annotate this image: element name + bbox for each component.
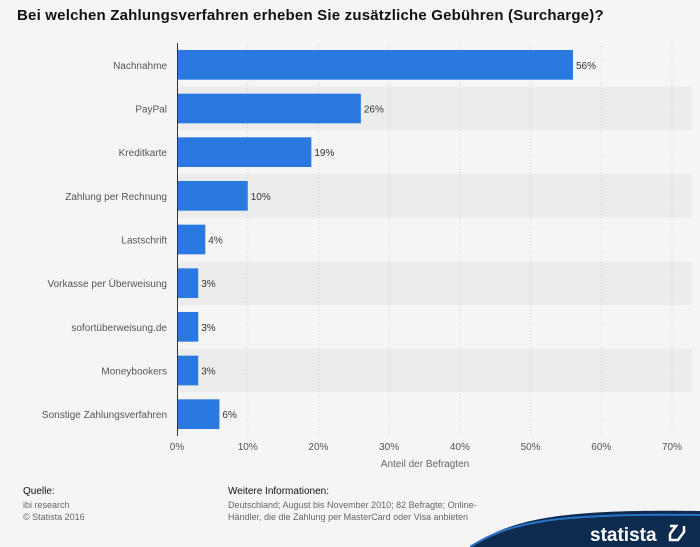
category-label: sofortüberweisung.de: [71, 323, 167, 334]
bar: [178, 268, 199, 299]
copyright-line: © Statista 2016: [23, 512, 85, 522]
x-tick-label: 50%: [521, 442, 541, 453]
category-label: PayPal: [135, 105, 167, 116]
bar-chart: 56% Nachnahme 26% PayPal 19% Kreditkarte 10% Za…: [41, 43, 692, 470]
category-label: Vorkasse per Überweisung: [47, 278, 167, 290]
bar: [178, 224, 206, 255]
x-tick-label: 60%: [591, 442, 611, 453]
row-band: [177, 305, 692, 349]
source-line: ibi research: [23, 500, 70, 510]
x-tick-label: 70%: [662, 442, 682, 453]
bar: [178, 399, 220, 430]
logo-accent-line: [470, 513, 700, 547]
bar-value-label: 3%: [201, 279, 216, 290]
bar-value-label: 19%: [314, 148, 334, 159]
bar: [178, 137, 312, 168]
category-label: Moneybookers: [101, 367, 167, 378]
row-band: [177, 392, 692, 436]
bar-value-label: 10%: [251, 192, 271, 203]
x-tick-label: 30%: [379, 442, 399, 453]
bar: [178, 49, 573, 80]
category-label: Zahlung per Rechnung: [65, 192, 167, 203]
row-band: [177, 261, 692, 305]
info-text: Deutschland; August bis November 2010; 8…: [228, 500, 477, 522]
bar-value-label: 56%: [576, 61, 596, 72]
category-label: Kreditkarte: [119, 148, 168, 159]
row-band: [177, 174, 692, 218]
logo-icon: [668, 524, 686, 542]
bar-value-label: 26%: [364, 105, 384, 116]
bar: [178, 311, 199, 342]
bar: [178, 180, 248, 211]
bar-value-label: 6%: [222, 410, 237, 421]
category-label: Nachnahme: [113, 61, 167, 72]
chart-title: Bei welchen Zahlungsverfahren erheben Si…: [17, 7, 604, 24]
bar-value-label: 3%: [201, 367, 216, 378]
logo-text: statista: [590, 525, 657, 546]
statista-logo[interactable]: statista: [470, 499, 700, 547]
source-block: Quelle: ibi research © Statista 2016: [23, 486, 85, 523]
x-tick-label: 10%: [238, 442, 258, 453]
category-label: Lastschrift: [121, 236, 167, 247]
logo-swoosh: [470, 510, 700, 547]
info-heading: Weitere Informationen:: [228, 486, 329, 497]
source-heading: Quelle:: [23, 486, 55, 497]
bar: [178, 355, 199, 386]
x-tick-label: 40%: [450, 442, 470, 453]
info-block: Weitere Informationen: Deutschland; Augu…: [228, 486, 508, 523]
row-band: [177, 348, 692, 393]
category-label: Sonstige Zahlungsverfahren: [42, 410, 167, 421]
row-band: [177, 217, 692, 262]
bar-value-label: 3%: [201, 323, 216, 334]
bar: [178, 93, 361, 124]
x-axis-label: Anteil der Befragten: [381, 459, 469, 470]
bar-value-label: 4%: [208, 236, 223, 247]
x-tick-label: 0%: [170, 442, 185, 453]
x-tick-label: 20%: [308, 442, 328, 453]
